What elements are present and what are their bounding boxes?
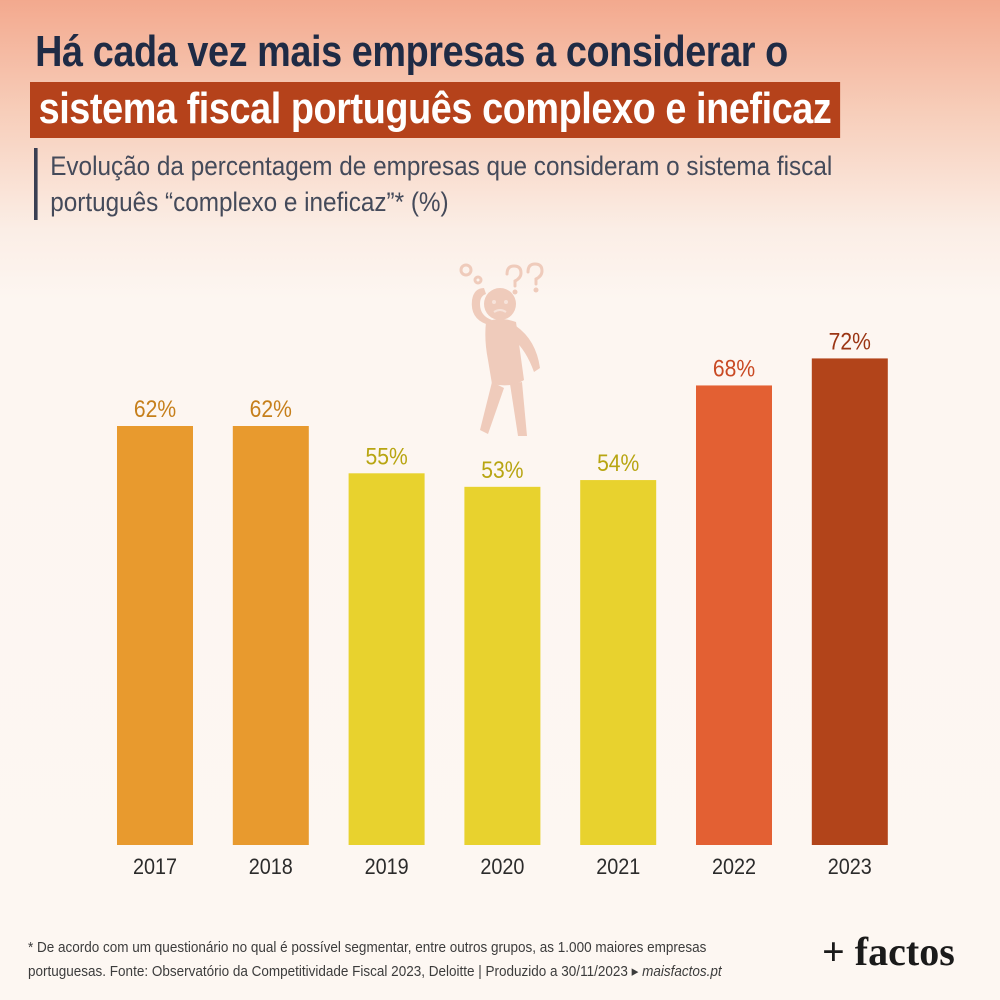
site-link[interactable]: maisfactos.pt	[642, 963, 722, 980]
title-line-2-highlight: sistema fiscal português complexo e inef…	[30, 82, 841, 138]
x-tick-2019: 2019	[365, 855, 409, 879]
footnote-line-1: * De acordo com um questionário no qual …	[28, 939, 707, 956]
chart-subtitle: Evolução da percentagem de empresas que …	[34, 148, 860, 220]
footnote: * De acordo com um questionário no qual …	[28, 936, 748, 984]
bar-2023	[811, 358, 888, 845]
x-tick-2020: 2020	[480, 855, 524, 879]
footnote-source: portuguesas. Fonte: Observatório da Comp…	[28, 963, 643, 980]
data-label-2018: 62%	[250, 396, 292, 423]
data-label-2019: 55%	[365, 443, 407, 470]
confused-person-icon	[459, 262, 544, 436]
x-tick-2017: 2017	[133, 855, 177, 879]
x-tick-2022: 2022	[712, 855, 756, 879]
data-label-2021: 54%	[597, 450, 639, 477]
data-label-2020: 53%	[481, 457, 523, 484]
subtitle-line-2: português “complexo e ineficaz”* (%)	[50, 187, 449, 217]
chart-title: Há cada vez mais empresas a considerar o…	[30, 27, 841, 138]
data-label-2022: 68%	[713, 355, 755, 382]
x-tick-2021: 2021	[596, 855, 640, 879]
x-tick-2023: 2023	[828, 855, 872, 879]
bar-2022	[696, 385, 772, 845]
brand-logo: + factos	[822, 929, 955, 974]
data-label-2017: 62%	[134, 396, 176, 423]
bar-2017	[117, 426, 193, 845]
bar-2021	[580, 480, 657, 845]
subtitle-line-1: Evolução da percentagem de empresas que …	[50, 151, 833, 181]
footnote-line-2: portuguesas. Fonte: Observatório da Comp…	[28, 960, 748, 984]
title-line-1: Há cada vez mais empresas a considerar o	[35, 27, 788, 76]
data-label-2023: 72%	[829, 328, 871, 355]
bar-2018	[232, 426, 309, 845]
x-tick-2018: 2018	[249, 855, 293, 879]
bar-2019	[348, 473, 425, 845]
bar-2020	[464, 486, 541, 845]
